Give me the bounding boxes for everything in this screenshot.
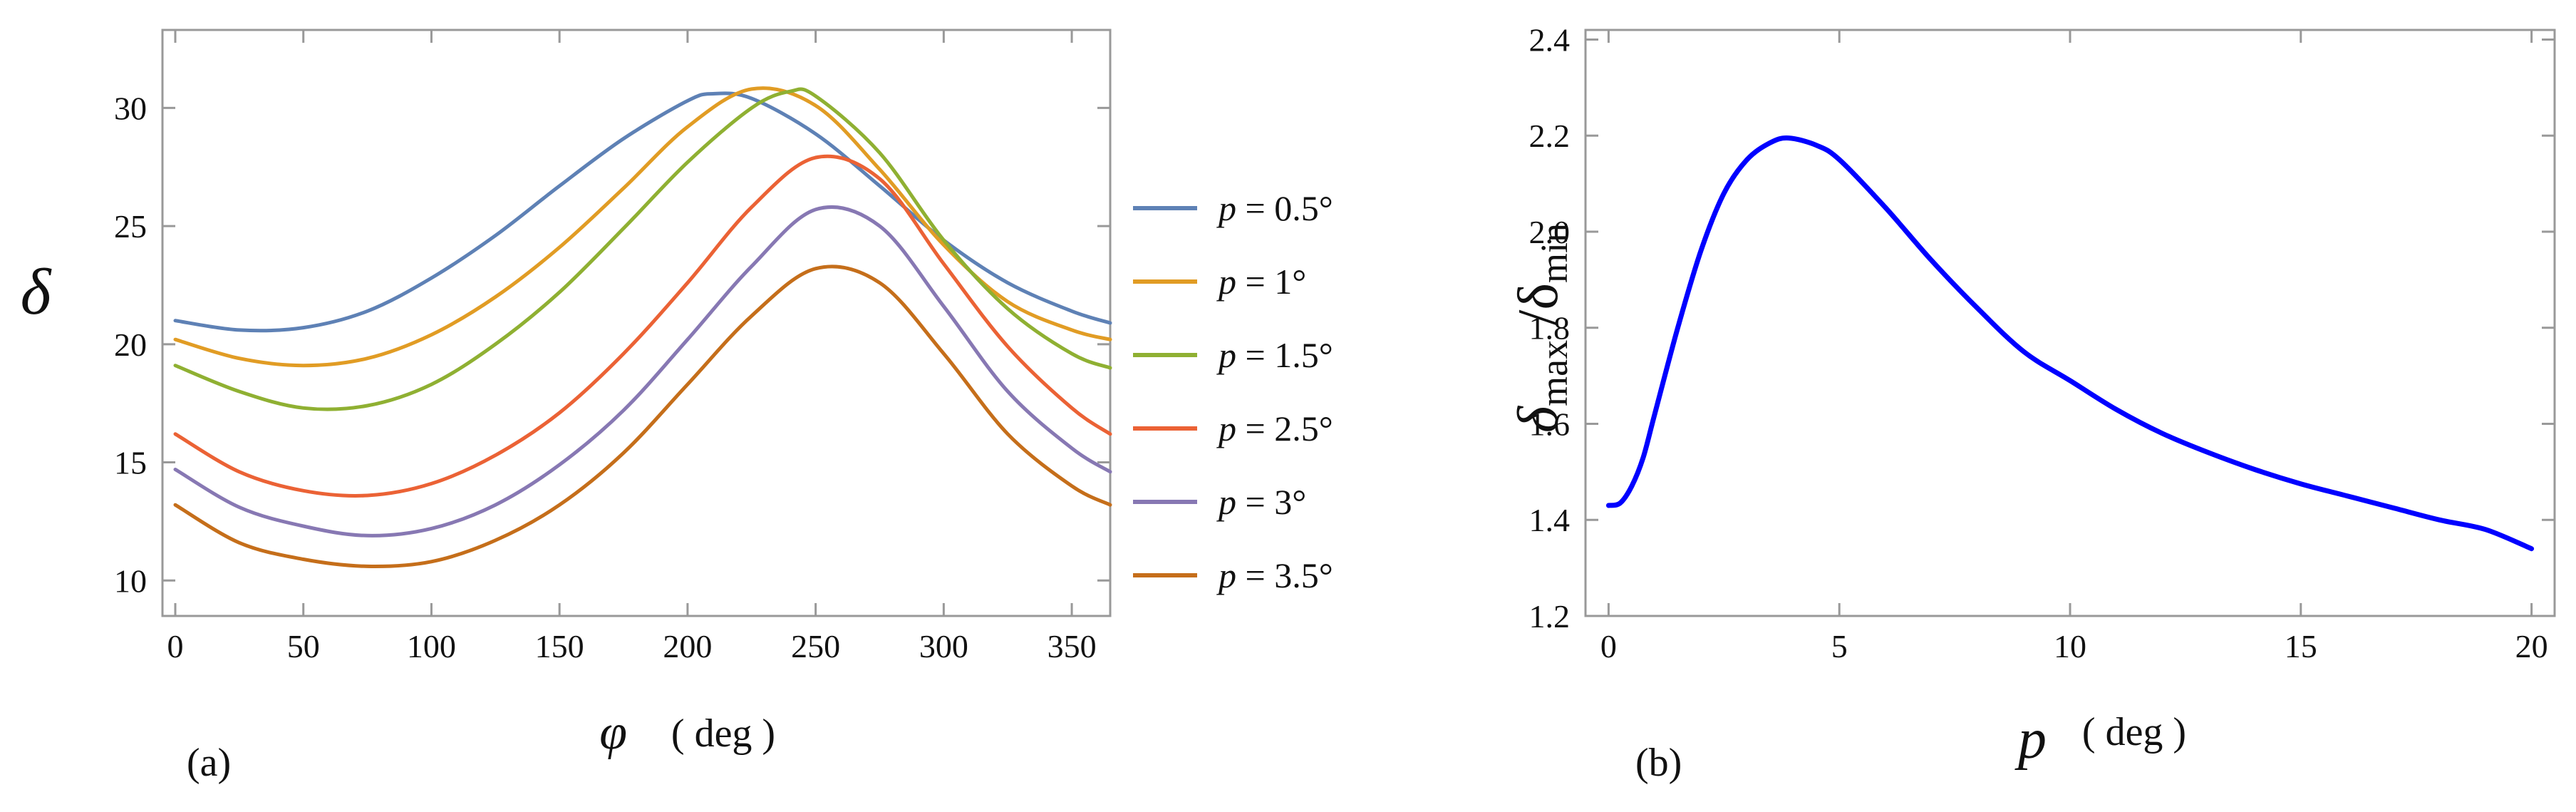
panel-label-a: (a) (187, 741, 231, 785)
panel-label-b: (b) (1635, 741, 1682, 785)
y-tick-label: 10 (114, 562, 147, 599)
plot-frame-b (1584, 29, 2556, 617)
y-tick-label: 1.6 (1529, 406, 1571, 442)
y-tick-label: 2.4 (1529, 21, 1571, 58)
series-line-4 (173, 205, 1112, 538)
series-line-3 (173, 154, 1112, 498)
legend-p-symbol: p (1216, 555, 1236, 595)
x-tick-label: 20 (2515, 628, 2548, 664)
legend-value: = 1.5° (1236, 335, 1333, 375)
x-tick-label: 50 (287, 628, 320, 664)
legend-entry: p = 3° (1216, 482, 1306, 522)
panel-a: 0 50 100 150 200 250 300 350 10 15 20 25 30 p = 0.5°… (21, 29, 1333, 785)
y-label-delta: δ (1507, 405, 1570, 433)
x-axis-unit-a: ( deg ) (671, 711, 775, 756)
y-tick-label: 2.0 (1529, 214, 1571, 250)
y-label-slash: /δ (1507, 283, 1570, 340)
legend-value: = 3° (1236, 482, 1306, 522)
x-tick-label: 350 (1048, 628, 1097, 664)
legend-p-symbol: p (1216, 408, 1236, 448)
legend-p-symbol: p (1216, 335, 1236, 375)
series-line-5 (173, 264, 1112, 568)
series-line-2 (173, 87, 1112, 411)
legend-p-symbol: p (1216, 188, 1236, 228)
y-tick-label: 20 (114, 327, 147, 363)
x-tick-label: 250 (791, 628, 840, 664)
y-tick-label: 2.2 (1529, 118, 1571, 154)
legend: p = 0.5°p = 1°p = 1.5°p = 2.5°p = 3°p = … (1133, 188, 1333, 595)
x-tick-label: 5 (1831, 628, 1848, 664)
series-line-0 (173, 91, 1112, 333)
y-axis-label-b: δmax /δmin (1507, 223, 1576, 433)
x-tick-label: 10 (2054, 628, 2086, 664)
legend-entry: p = 3.5° (1216, 555, 1333, 595)
y-label-sub-max: max (1533, 340, 1576, 406)
y-tick-label: 25 (114, 208, 147, 245)
legend-value: = 1° (1236, 262, 1306, 302)
series-line-0 (1605, 135, 2535, 552)
legend-value: = 3.5° (1236, 555, 1333, 595)
legend-p-symbol: p (1216, 482, 1236, 522)
x-axis-symbol-a: φ (599, 705, 627, 760)
legend-entry: p = 1° (1216, 262, 1306, 302)
panel-b: 0 5 10 15 20 1.2 1.4 1.6 1.8 2.0 2.2 2.4 δmax /δmin… (1507, 21, 2556, 785)
legend-entry: p = 0.5° (1216, 188, 1333, 228)
legend-entry: p = 2.5° (1216, 408, 1333, 448)
y-label-sub-min: min (1533, 223, 1576, 283)
x-tick-label: 0 (167, 628, 183, 664)
legend-p-symbol: p (1216, 262, 1236, 302)
y-tick-label: 15 (114, 445, 147, 481)
x-tick-label: 300 (919, 628, 968, 664)
y-tick-label: 1.4 (1529, 502, 1571, 538)
legend-value: = 0.5° (1236, 188, 1333, 228)
x-tick-label: 100 (407, 628, 456, 664)
y-tick-label: 1.8 (1529, 310, 1571, 346)
y-tick-label: 1.2 (1529, 598, 1571, 634)
x-tick-label: 15 (2285, 628, 2317, 664)
x-tick-label: 200 (663, 628, 712, 664)
legend-value: = 2.5° (1236, 408, 1333, 448)
x-tick-label: 150 (535, 628, 584, 664)
y-tick-label: 30 (114, 90, 147, 126)
x-tick-label: 0 (1600, 628, 1617, 664)
x-axis-symbol-b: p (2014, 708, 2047, 771)
y-axis-label-a: δ (21, 255, 52, 328)
legend-entry: p = 1.5° (1216, 335, 1333, 375)
x-axis-unit-b: ( deg ) (2082, 710, 2186, 754)
